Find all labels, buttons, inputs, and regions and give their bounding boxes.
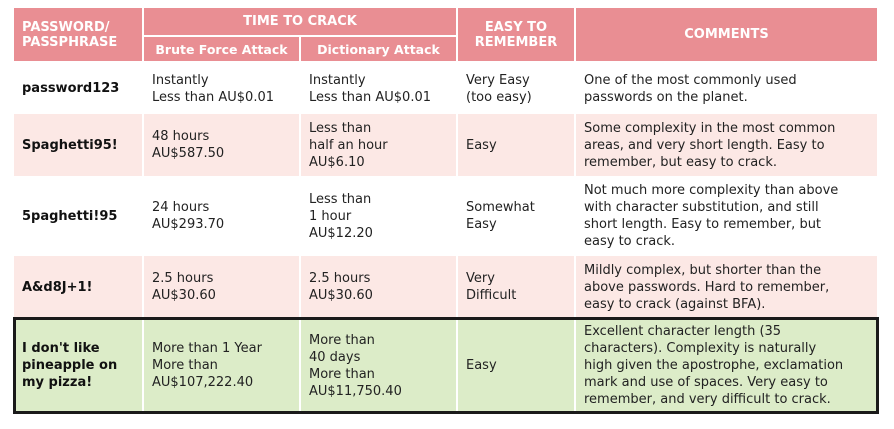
comment-line: easy to crack. <box>584 234 676 249</box>
easy-line: Easy <box>466 358 497 373</box>
dictionary-line: Instantly <box>309 72 366 88</box>
password-cell: password123 <box>14 62 144 114</box>
dictionary-line: AU$12.20 <box>309 225 373 241</box>
password-cell: Spaghetti95! <box>14 114 144 176</box>
dictionary-cell: Less than half an hour AU$6.10 <box>300 114 458 176</box>
password-comparison-table: PASSWORD/ PASSPHRASE TIME TO CRACK EASY … <box>13 8 879 414</box>
password-cell: A&d8J+1! <box>14 256 144 318</box>
brute-force-line: Instantly <box>152 72 209 88</box>
comment-cell: Some complexity in the most common areas… <box>575 114 879 176</box>
brute-force-line: Less than AU$0.01 <box>152 89 274 105</box>
comment-line: Excellent character length (35 <box>584 324 782 339</box>
dictionary-cell: Less than 1 hour AU$12.20 <box>300 176 458 256</box>
comment-line: high given the apostrophe, exclamation <box>584 358 844 373</box>
dictionary-line: AU$11,750.40 <box>309 383 402 399</box>
dictionary-line: More than <box>309 366 375 382</box>
table-row-highlighted: I don't like pineapple on my pizza! More… <box>13 317 879 414</box>
comment-line: with character substitution, and still <box>584 200 819 215</box>
comment-cell: Excellent character length (35 character… <box>575 318 879 413</box>
brute-force-cell: 24 hours AU$293.70 <box>143 176 301 256</box>
password-cell: I don't like pineapple on my pizza! <box>14 318 144 413</box>
dictionary-line: Less than AU$0.01 <box>309 89 431 105</box>
header-password-line-2: PASSPHRASE <box>22 34 118 50</box>
header-easy-line-1: EASY TO <box>484 19 548 35</box>
table-row: password123 Instantly Less than AU$0.01 … <box>14 62 879 114</box>
dictionary-line: Less than <box>309 191 372 207</box>
easy-line: Difficult <box>466 288 517 303</box>
easy-line: Very Easy <box>466 72 530 88</box>
password-text: pineapple on <box>22 358 118 373</box>
comment-line: easy to crack (against BFA). <box>584 296 766 312</box>
dictionary-cell: Instantly Less than AU$0.01 <box>300 62 458 114</box>
brute-force-cell: Instantly Less than AU$0.01 <box>143 62 301 114</box>
password-text: A&d8J+1! <box>22 279 93 295</box>
table-row: Spaghetti95! 48 hours AU$587.50 Less tha… <box>14 114 879 176</box>
easy-cell: Easy <box>457 114 576 176</box>
dictionary-line: More than <box>309 332 375 348</box>
password-comparison-table-wrapper: PASSWORD/ PASSPHRASE TIME TO CRACK EASY … <box>13 8 879 414</box>
password-text: I don't like <box>22 341 100 356</box>
easy-cell: Somewhat Easy <box>457 176 576 256</box>
comment-line: mark and use of spaces. Very easy to <box>584 375 828 390</box>
dictionary-line: Less than <box>309 120 372 136</box>
dictionary-line: 2.5 hours <box>309 271 371 286</box>
dictionary-line: 40 days <box>309 349 361 365</box>
header-time-to-crack: TIME TO CRACK <box>143 8 458 37</box>
brute-force-line: AU$30.60 <box>152 288 216 303</box>
password-text: 5paghetti!95 <box>22 208 118 224</box>
comment-line: remember, and very difficult to crack. <box>584 392 831 407</box>
header-easy-to-remember: EASY TO REMEMBER <box>457 8 576 63</box>
comment-line: Not much more complexity than above <box>584 183 839 198</box>
password-text: my pizza! <box>22 375 93 390</box>
header-dictionary: Dictionary Attack <box>300 36 458 63</box>
dictionary-line: AU$6.10 <box>309 154 365 170</box>
comment-line: short length. Easy to remember, but <box>584 217 822 232</box>
easy-cell: Very Difficult <box>457 256 576 318</box>
easy-line: (too easy) <box>466 89 532 105</box>
comment-cell: Mildly complex, but shorter than the abo… <box>575 256 879 318</box>
header-password: PASSWORD/ PASSPHRASE <box>14 8 144 63</box>
comment-line: Some complexity in the most common <box>584 120 836 136</box>
comment-cell: One of the most commonly used passwords … <box>575 62 879 114</box>
header-password-line-1: PASSWORD/ <box>22 19 110 35</box>
header-brute-force: Brute Force Attack <box>143 36 301 63</box>
brute-force-line: AU$293.70 <box>152 217 225 232</box>
table-row: 5paghetti!95 24 hours AU$293.70 Less tha… <box>14 176 879 256</box>
brute-force-line: More than 1 Year <box>152 341 262 356</box>
dictionary-line: 1 hour <box>309 208 352 224</box>
brute-force-line: AU$587.50 <box>152 146 225 161</box>
header-easy-line-2: REMEMBER <box>474 34 558 50</box>
brute-force-line: 48 hours <box>152 129 210 144</box>
table-row: A&d8J+1! 2.5 hours AU$30.60 2.5 hours AU… <box>14 256 879 318</box>
dictionary-cell: 2.5 hours AU$30.60 <box>300 256 458 318</box>
dictionary-cell: More than 40 days More than AU$11,750.40 <box>300 318 458 413</box>
brute-force-line: AU$107,222.40 <box>152 375 254 390</box>
password-text: Spaghetti95! <box>22 137 118 153</box>
brute-force-cell: More than 1 Year More than AU$107,222.40 <box>143 318 301 413</box>
easy-line: Very <box>466 271 495 286</box>
comment-line: remember, but easy to crack. <box>584 154 777 170</box>
easy-line: Easy <box>466 217 497 232</box>
password-text: password123 <box>22 81 120 96</box>
header-comments: COMMENTS <box>575 8 879 63</box>
dictionary-line: half an hour <box>309 137 388 153</box>
brute-force-cell: 48 hours AU$587.50 <box>143 114 301 176</box>
comment-line: above passwords. Hard to remember, <box>584 279 830 295</box>
password-cell: 5paghetti!95 <box>14 176 144 256</box>
comment-line: Mildly complex, but shorter than the <box>584 262 822 278</box>
brute-force-line: More than <box>152 358 218 373</box>
brute-force-line: 2.5 hours <box>152 271 214 286</box>
easy-line: Somewhat <box>466 200 535 215</box>
comment-line: One of the most commonly used <box>584 72 797 88</box>
comment-line: passwords on the planet. <box>584 89 748 105</box>
easy-line: Easy <box>466 137 497 153</box>
brute-force-cell: 2.5 hours AU$30.60 <box>143 256 301 318</box>
brute-force-line: 24 hours <box>152 200 210 215</box>
comment-line: characters). Complexity is naturally <box>584 341 817 356</box>
dictionary-line: AU$30.60 <box>309 288 373 303</box>
comment-line: areas, and very short length. Easy to <box>584 137 825 153</box>
comment-cell: Not much more complexity than above with… <box>575 176 879 256</box>
easy-cell: Easy <box>457 318 576 413</box>
easy-cell: Very Easy (too easy) <box>457 62 576 114</box>
